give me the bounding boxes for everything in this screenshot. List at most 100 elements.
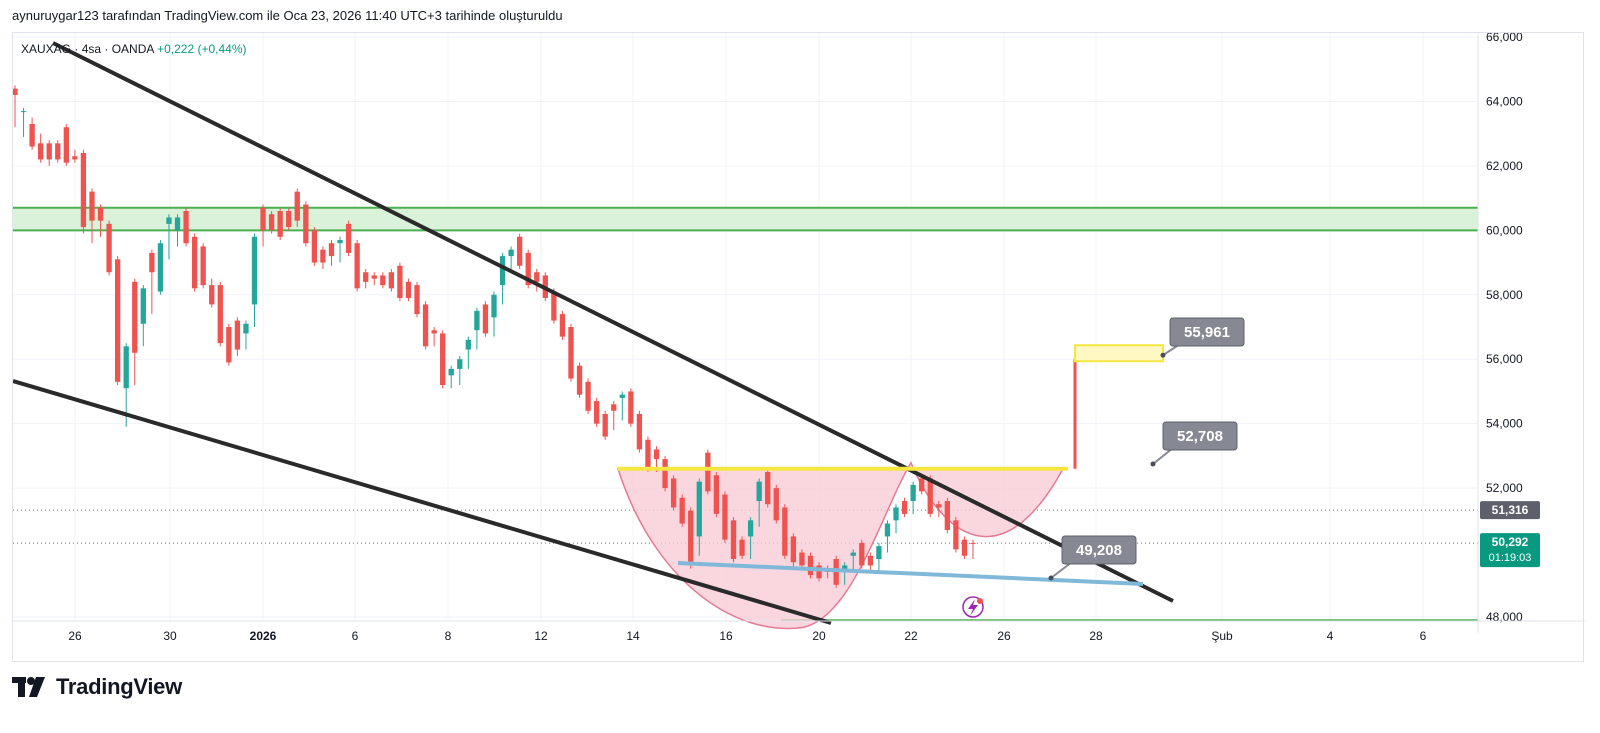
candle-body xyxy=(97,207,104,221)
callout-box xyxy=(1162,421,1238,451)
candle-body xyxy=(568,327,574,379)
callout-text: 55,961 xyxy=(1184,324,1230,341)
x-tick-label: 8 xyxy=(445,629,452,643)
y-tick-label: 66,000 xyxy=(1486,33,1523,44)
candle xyxy=(294,188,300,228)
candle xyxy=(970,539,976,559)
candle-body xyxy=(747,520,754,537)
candle-body xyxy=(294,191,300,221)
candle xyxy=(149,249,155,315)
candle-body xyxy=(149,252,155,273)
candle-body xyxy=(602,414,608,437)
candle-body xyxy=(457,359,463,369)
x-tick-label: 6 xyxy=(352,629,359,643)
candle-body xyxy=(268,214,275,231)
candle-body xyxy=(585,381,591,411)
candle-body xyxy=(961,539,968,556)
candle-body xyxy=(670,478,677,508)
candle xyxy=(636,410,643,453)
candle xyxy=(747,517,754,559)
callout-text: 49,208 xyxy=(1076,542,1122,559)
candle-body xyxy=(499,256,506,286)
candle xyxy=(628,388,634,427)
last-price-value: 50,292 xyxy=(1492,535,1529,549)
candle-body xyxy=(611,404,617,411)
candle-body xyxy=(38,143,44,160)
candle xyxy=(448,365,454,389)
candle-body xyxy=(593,401,600,424)
candle xyxy=(431,327,437,347)
callout-anchor xyxy=(1160,352,1166,358)
candle-body xyxy=(166,217,172,224)
candle xyxy=(183,207,189,247)
candle-body xyxy=(508,249,514,257)
flash-icon-bolt xyxy=(968,599,978,616)
candle xyxy=(662,455,668,492)
candle xyxy=(611,401,617,431)
candle-body xyxy=(80,153,87,228)
candle xyxy=(816,562,822,582)
candle-body xyxy=(13,88,18,95)
candle xyxy=(799,549,805,569)
candle xyxy=(363,269,369,289)
price-chart[interactable]: 55,961 52,708 49,208 66,000 64,000 62,000 60,… xyxy=(13,33,1585,663)
candle-body xyxy=(867,555,874,566)
chart-panel[interactable]: 55,961 52,708 49,208 66,000 64,000 62,000 60,… xyxy=(12,32,1585,663)
candle xyxy=(773,484,779,524)
x-tick-label: 2026 xyxy=(250,629,277,643)
candle xyxy=(380,272,386,289)
candle-body xyxy=(106,223,112,273)
x-tick-label: Şub xyxy=(1211,629,1233,643)
candle xyxy=(80,149,87,234)
candle-body xyxy=(551,291,557,321)
candle xyxy=(243,320,249,350)
y-tick-label: 52,000 xyxy=(1486,481,1523,495)
candle xyxy=(174,214,181,247)
candle-body xyxy=(953,520,959,550)
candle-body xyxy=(209,285,215,305)
callout-anchor xyxy=(1048,575,1054,581)
candle-body xyxy=(191,236,198,289)
candle-body xyxy=(730,520,737,559)
candle xyxy=(602,410,608,440)
candle xyxy=(337,236,343,263)
candle-body xyxy=(363,272,369,282)
candle xyxy=(422,301,429,350)
candle-body xyxy=(354,243,360,289)
candle-body xyxy=(63,127,69,163)
cup-bottom-line xyxy=(677,561,1144,586)
candle-body xyxy=(816,565,822,579)
candle xyxy=(354,240,360,292)
candle-body xyxy=(157,243,164,292)
candle xyxy=(38,133,44,163)
candle xyxy=(405,278,412,302)
candle xyxy=(328,240,335,266)
candle xyxy=(859,539,865,569)
candle xyxy=(226,323,232,366)
candle xyxy=(157,240,164,295)
candle xyxy=(140,285,146,347)
candle xyxy=(303,201,309,247)
candle-body xyxy=(739,539,745,556)
candle xyxy=(782,504,788,559)
candles xyxy=(13,85,976,588)
candle-body xyxy=(944,501,950,530)
candle xyxy=(114,256,121,385)
legend-symbol: XAUXAG · 4sa · OANDA +0,222 (+0,44%) xyxy=(21,42,247,56)
x-tick-label: 26 xyxy=(997,629,1011,643)
x-tick-label: 28 xyxy=(1089,629,1103,643)
candle xyxy=(191,233,198,292)
candle xyxy=(457,356,463,385)
candle-body xyxy=(243,323,249,334)
candle-body xyxy=(132,281,138,353)
candle-body xyxy=(277,211,283,237)
candle-body xyxy=(405,281,412,298)
tradingview-logo[interactable]: TradingView xyxy=(12,673,182,701)
candle-body xyxy=(286,211,292,228)
candle xyxy=(619,391,625,421)
candle xyxy=(132,278,138,385)
candle-body xyxy=(311,230,318,263)
callout-pointer xyxy=(1152,447,1174,465)
candle xyxy=(876,542,882,572)
candle xyxy=(919,475,925,495)
